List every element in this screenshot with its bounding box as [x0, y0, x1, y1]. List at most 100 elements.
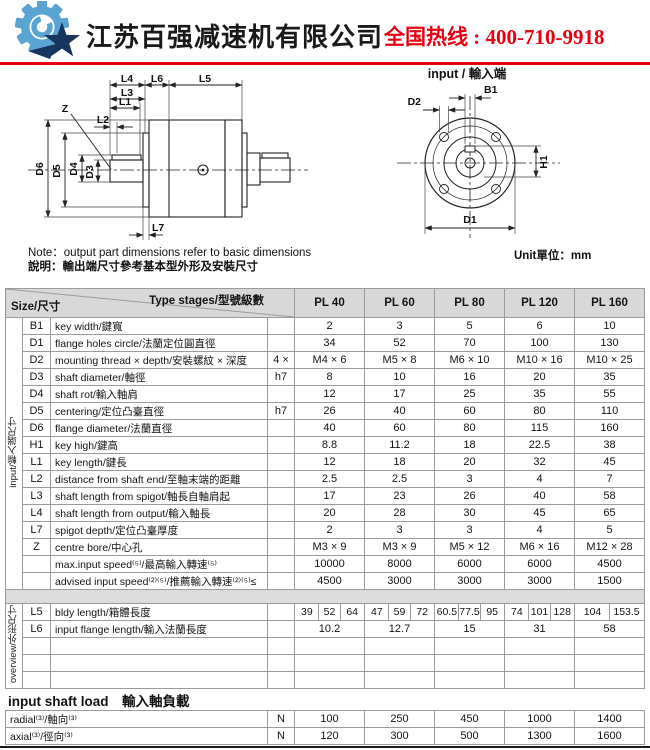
empty-cell — [574, 654, 645, 672]
dim-label-d6: D6 — [34, 162, 46, 176]
row-value: M12 × 28 — [574, 538, 645, 556]
empty-cell — [294, 671, 365, 689]
row-code: B1 — [22, 317, 51, 335]
row-value: 26 — [294, 402, 365, 420]
row-desc: spigot depth/定位凸臺厚度 — [50, 521, 268, 539]
corner-label-type: Type stages/型號級數 — [149, 295, 264, 307]
corner-label-size: Size/尺寸 — [11, 301, 61, 313]
row-value: 45 — [504, 504, 575, 522]
row-code: D5 — [22, 402, 51, 420]
row-value: 20 — [294, 504, 365, 522]
spec-row: D1 flange holes circle/法蘭定位圓直徑 34 52 70 … — [6, 334, 645, 352]
row-value: 80 — [434, 419, 505, 437]
row-extra — [267, 334, 295, 352]
spec-row: L6 input flange length/輸入法蘭長度 10.2 12.7 … — [6, 620, 645, 638]
row-desc: key high/鍵高 — [50, 436, 268, 454]
row-code: L7 — [22, 521, 51, 539]
row-value: M6 × 16 — [504, 538, 575, 556]
row-value: 115 — [504, 419, 575, 437]
row-value: 45 — [574, 453, 645, 471]
row-desc: centre bore/中心孔 — [50, 538, 268, 556]
row-value: 17 — [364, 385, 435, 403]
row-value: 20 — [434, 453, 505, 471]
column-header: PL 60 — [364, 288, 435, 318]
spec-row: L1 key length/鍵長 12 18 20 32 45 — [6, 453, 645, 471]
row-code: Z — [22, 538, 51, 556]
row-value: 16 — [434, 368, 505, 386]
row-extra — [267, 504, 295, 522]
column-header: PL 40 — [294, 288, 365, 318]
row-value: 130 — [574, 334, 645, 352]
dim-label-d1: D1 — [463, 214, 477, 226]
row-desc: key width/鍵寬 — [50, 317, 268, 335]
row-desc: shaft length from spigot/軸長自軸肩起 — [50, 487, 268, 505]
row-value: 5 — [574, 521, 645, 539]
row-extra — [267, 603, 295, 621]
dim-label-b1: B1 — [484, 84, 498, 96]
row-value: 40 — [504, 487, 575, 505]
spec-row: L3 shaft length from spigot/軸長自軸肩起 17 23… — [6, 487, 645, 505]
load-table: radial⁽³⁾/軸向⁽³⁾ N 100 250 450 1000 1400 … — [5, 710, 645, 745]
row-value: 31 — [504, 620, 575, 638]
column-header: PL 160 — [574, 288, 645, 318]
row-value: 10 — [364, 368, 435, 386]
row-code: L1 — [22, 453, 51, 471]
spec-row: L2 distance from shaft end/至軸末端的距離 2.5 2… — [6, 470, 645, 488]
hotline-number: 全国热线 : 400-710-9918 — [384, 25, 605, 49]
empty-cell — [267, 671, 295, 689]
row-value: 6000 — [504, 555, 575, 573]
row-value: 1500 — [574, 572, 645, 590]
empty-cell — [434, 671, 505, 689]
row-desc: centering/定位凸臺直徑 — [50, 402, 268, 420]
section-label-input: input/輸入端尺寸 — [5, 317, 23, 590]
row-value: 22.5 — [504, 436, 575, 454]
empty-cell — [574, 671, 645, 689]
row-code — [22, 555, 51, 573]
row-value: 18 — [364, 453, 435, 471]
row-value: M3 × 9 — [364, 538, 435, 556]
empty-cell — [504, 654, 575, 672]
row-value: 4500 — [294, 572, 365, 590]
row-value: 58 — [574, 487, 645, 505]
row-value: 160 — [574, 419, 645, 437]
column-header: PL 80 — [434, 288, 505, 318]
company-logo — [14, 1, 81, 59]
row-code: D3 — [22, 368, 51, 386]
row-value: 80 — [504, 402, 575, 420]
spec-row: advised input speed⁽²⁾⁽⁵⁾/推薦輸入轉速⁽²⁾⁽⁵⁾≤ … — [6, 572, 645, 590]
row-extra — [267, 419, 295, 437]
row-extra: 4 × — [267, 351, 295, 369]
empty-cell — [434, 654, 505, 672]
row-desc: shaft diameter/軸徑 — [50, 368, 268, 386]
row-value: 34 — [294, 334, 365, 352]
empty-cell — [267, 654, 295, 672]
dim-label-l3: L3 — [121, 87, 133, 99]
row-value: M4 × 6 — [294, 351, 365, 369]
row-desc: advised input speed⁽²⁾⁽⁵⁾/推薦輸入轉速⁽²⁾⁽⁵⁾≤ — [50, 572, 268, 590]
gearbox-body — [109, 119, 291, 218]
row-extra — [267, 521, 295, 539]
empty-cell — [504, 671, 575, 689]
row-code: L5 — [22, 603, 51, 621]
row-extra — [267, 555, 295, 573]
row-extra — [267, 572, 295, 590]
row-value: 58 — [574, 620, 645, 638]
front-view-title: input / 輸入端 — [428, 66, 507, 81]
row-value: 3 — [434, 470, 505, 488]
empty-row — [6, 671, 645, 689]
row-value: 18 — [434, 436, 505, 454]
row-extra: h7 — [267, 402, 295, 420]
row-value: 17 — [294, 487, 365, 505]
row-value: 2.5 — [364, 470, 435, 488]
row-value: 110 — [574, 402, 645, 420]
dim-label-l5: L5 — [199, 73, 211, 85]
row-value: 8000 — [364, 555, 435, 573]
empty-cell — [22, 637, 51, 655]
spec-table: Type stages/型號級數 Size/尺寸 PL 40 PL 60 PL … — [5, 288, 645, 590]
row-value: 6 — [504, 317, 575, 335]
row-value: 15 — [434, 620, 505, 638]
row-value: 11.2 — [364, 436, 435, 454]
row-value: 3000 — [504, 572, 575, 590]
dim-label-l4: L4 — [121, 73, 133, 85]
row-value: 12 — [294, 385, 365, 403]
